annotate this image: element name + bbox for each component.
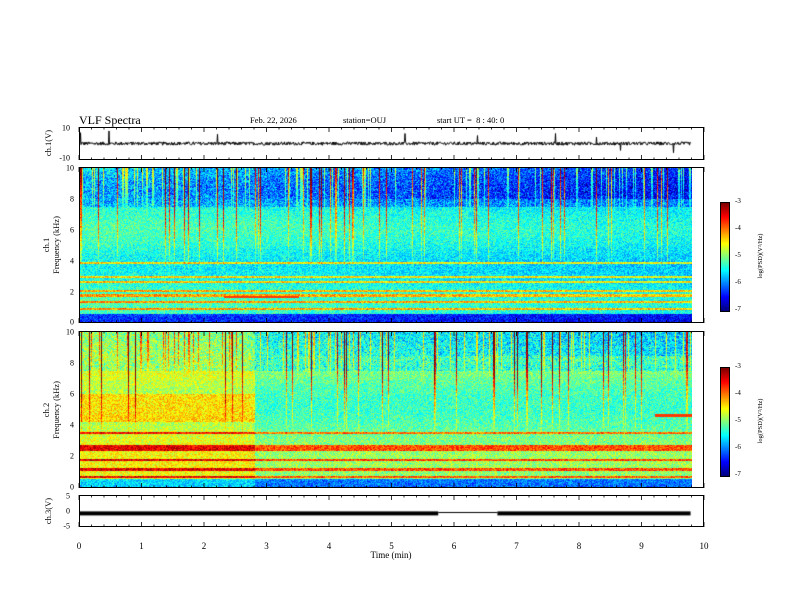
ch1-ytick-0: 0 bbox=[70, 317, 74, 327]
ch2-ytick-8: 8 bbox=[70, 358, 74, 368]
ch1-waveform-ylabel: ch.1(V) bbox=[42, 129, 53, 157]
ch1-cbar-tick-5: -5 bbox=[735, 251, 741, 259]
station-code: OUJ bbox=[370, 115, 387, 125]
ch2-cbar-tick-4: -4 bbox=[735, 389, 741, 397]
ch2-ytick-4: 4 bbox=[70, 420, 74, 430]
ch1-waveform-trace bbox=[80, 128, 703, 159]
ch1-ytick-top: 10 bbox=[62, 123, 70, 133]
x-axis-label: Time (min) bbox=[370, 550, 412, 560]
ch2-cbar-tick-6: -6 bbox=[735, 443, 741, 451]
xtick-5: 5 bbox=[389, 541, 394, 551]
ch2-spectrogram-image bbox=[80, 332, 692, 487]
ch1-spectrogram-image bbox=[80, 168, 692, 322]
ch3-level-trace bbox=[80, 496, 703, 526]
ch2-ytick-6: 6 bbox=[70, 389, 74, 399]
ch1-colorbar-label: log(PSD)(V²/Hz) bbox=[756, 233, 764, 279]
date-label: Feb. 22, 2026 bbox=[250, 115, 297, 125]
xtick-7: 7 bbox=[514, 541, 519, 551]
ch2-spec-ylabel-freq: Frequency (kHz) bbox=[50, 381, 61, 439]
ch2-ytick-0: 0 bbox=[70, 482, 74, 492]
xtick-9: 9 bbox=[639, 541, 644, 551]
start-time-info: start UT = 8 : 40: 0 bbox=[437, 116, 504, 125]
start-time-prefix: start UT = bbox=[437, 115, 472, 125]
ch2-cbar-tick-3: -3 bbox=[735, 362, 741, 370]
ch2-cbar-tick-5: -5 bbox=[735, 416, 741, 424]
ch3-ytick-5: 5 bbox=[66, 491, 70, 501]
ch1-colorbar bbox=[720, 202, 730, 312]
ch1-cbar-tick-4: -4 bbox=[735, 224, 741, 232]
ch2-ytick-10: 10 bbox=[66, 327, 74, 337]
ch3-ytick-minus5: -5 bbox=[63, 521, 70, 531]
ch1-spec-ylabel-channel: ch.1 bbox=[40, 237, 51, 253]
ch2-cbar-tick-7: -7 bbox=[735, 470, 741, 478]
ch1-ytick-2: 2 bbox=[70, 287, 74, 297]
xtick-0: 0 bbox=[76, 541, 82, 551]
ch1-ytick-8: 8 bbox=[70, 194, 74, 204]
ch1-ytick-4: 4 bbox=[70, 256, 74, 266]
ch1-ytick-10: 10 bbox=[66, 163, 74, 173]
ch1-cbar-tick-3: -3 bbox=[735, 197, 741, 205]
xtick-3: 3 bbox=[264, 541, 269, 551]
chart-title: VLF Spectra bbox=[79, 113, 141, 127]
start-time-value: 8 : 40: 0 bbox=[476, 115, 505, 125]
xtick-6: 6 bbox=[451, 541, 457, 551]
ch1-ytick-6: 6 bbox=[70, 225, 74, 235]
ch2-colorbar bbox=[720, 367, 730, 477]
ch3-ytick-0: 0 bbox=[66, 506, 70, 516]
xtick-4: 4 bbox=[326, 541, 332, 551]
xtick-2: 2 bbox=[201, 541, 207, 551]
ch2-ytick-2: 2 bbox=[70, 451, 74, 461]
xtick-8: 8 bbox=[576, 541, 582, 551]
ch1-cbar-tick-7: -7 bbox=[735, 305, 741, 313]
station-prefix: station= bbox=[343, 115, 371, 125]
ch3-level-ylabel: ch.3(V) bbox=[42, 497, 53, 525]
xtick-1: 1 bbox=[139, 541, 144, 551]
ch1-spec-ylabel-freq: Frequency (kHz) bbox=[50, 216, 61, 274]
ch1-ytick-bottom: -10 bbox=[59, 153, 70, 163]
ch2-spec-ylabel-channel: ch.2 bbox=[40, 402, 51, 418]
ch1-cbar-tick-6: -6 bbox=[735, 278, 741, 286]
ch2-colorbar-label: log(PSD)(V²/Hz) bbox=[756, 398, 764, 444]
station-info: station=OUJ bbox=[343, 116, 386, 125]
xtick-10: 10 bbox=[699, 541, 709, 551]
